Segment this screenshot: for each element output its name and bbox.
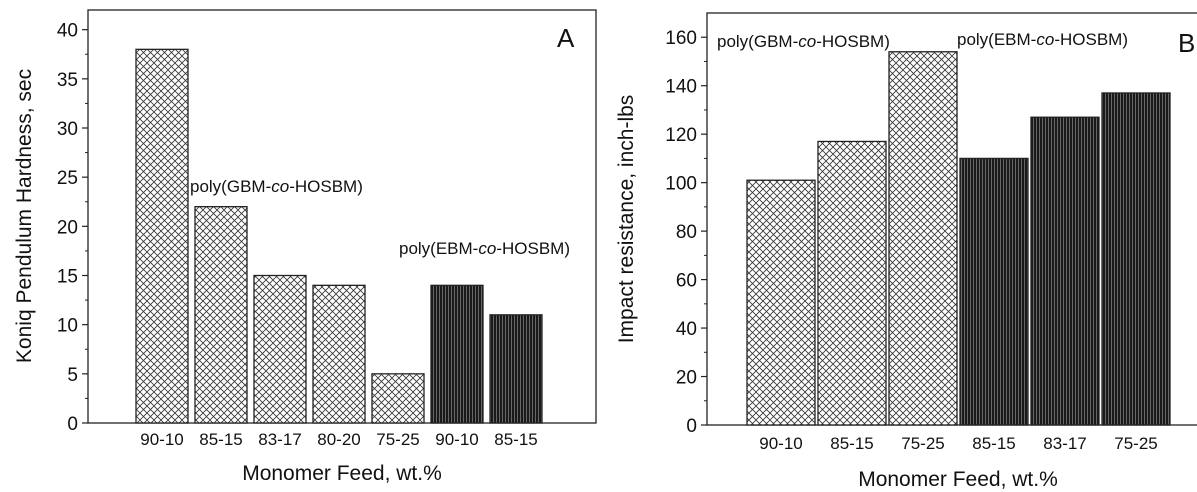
panel-b-x-tick-label: 75-25 — [901, 434, 944, 453]
panel-b-annotation-ebm: poly(EBM-co-HOSBM) — [957, 30, 1128, 49]
panel-b-y-axis: 0 20 40 60 80 100 120 140 160 — [665, 28, 707, 437]
panel-a-y-axis: 0 5 10 15 20 25 30 35 40 — [57, 21, 88, 435]
panel-b-x-tick-label: 75-25 — [1114, 434, 1157, 453]
panel-a-y-tick-label: 15 — [57, 267, 78, 288]
panel-a-bar-gbm — [194, 206, 248, 424]
panel-a-ylabel: Koniq Pendulum Hardness, sec — [13, 69, 36, 363]
panel-a-bars — [135, 48, 543, 424]
panel-b-y-tick-label: 40 — [676, 319, 697, 340]
panel-b-bar-ebm — [959, 157, 1029, 426]
panel-b-x-tick-label: 90-10 — [759, 434, 802, 453]
panel-a-y-tick-label: 35 — [57, 70, 78, 91]
panel-b-x-tick-label: 85-15 — [972, 434, 1015, 453]
panel-a-annotation-gbm: poly(GBM-co-HOSBM) — [190, 177, 363, 196]
panel-b-y-tick-label: 0 — [686, 416, 697, 437]
panel-b-bar-gbm — [746, 179, 816, 426]
panel-a-bar-gbm — [312, 284, 366, 424]
panel-a-y-tick-label: 5 — [67, 365, 78, 386]
panel-b-x-tick-label: 85-15 — [830, 434, 873, 453]
panel-b-xlabel: Monomer Feed, wt.% — [858, 468, 1058, 491]
panel-b-bars — [746, 51, 1171, 426]
panel-a-x-tick-label: 90-10 — [435, 430, 478, 449]
panel-a-bar-gbm — [371, 373, 425, 424]
panel-a-bar-gbm — [253, 274, 307, 424]
panel-b-x-axis: 90-10 85-15 75-25 85-15 83-17 75-25 — [759, 434, 1157, 453]
panel-a-x-tick-label: 83-17 — [258, 430, 301, 449]
panel-a-y-tick-label: 40 — [57, 21, 78, 42]
panel-a-x-tick-label: 85-15 — [494, 430, 537, 449]
panel-b-annotation-gbm: poly(GBM-co-HOSBM) — [717, 32, 890, 51]
panel-a-y-tick-label: 25 — [57, 168, 78, 189]
panel-b-y-tick-label: 140 — [665, 77, 697, 98]
panel-b-ylabel: Impact resistance, inch-lbs — [615, 95, 638, 344]
panel-a-x-tick-label: 90-10 — [140, 430, 183, 449]
panel-b-bar-ebm — [1101, 92, 1171, 426]
panel-b-y-tick-label: 100 — [665, 174, 697, 195]
panel-b-bar-gbm — [888, 51, 958, 426]
panel-a-letter: A — [557, 23, 575, 53]
panel-a-y-tick-label: 10 — [57, 316, 78, 337]
panel-b-y-tick-label: 160 — [665, 28, 697, 49]
panel-a: 0 5 10 15 20 25 30 35 40 90-10 85-15 83-17 80-20 75-… — [13, 9, 597, 485]
panel-b-letter: B — [1178, 28, 1195, 58]
panel-a-bar-gbm — [135, 48, 189, 424]
panel-b-y-tick-label: 60 — [676, 271, 697, 292]
panel-b-bar-gbm — [817, 140, 887, 426]
panel-b: 0 20 40 60 80 100 120 140 160 90-10 85-15 75-25 85-… — [615, 12, 1197, 491]
panel-a-x-tick-label: 80-20 — [317, 430, 360, 449]
panel-a-bar-ebm — [489, 314, 543, 424]
panel-b-y-tick-label: 120 — [665, 125, 697, 146]
panel-b-y-tick-label: 80 — [676, 222, 697, 243]
panel-a-y-tick-label: 20 — [57, 217, 78, 238]
panel-b-bar-ebm — [1030, 116, 1100, 426]
panel-a-bar-ebm — [430, 284, 484, 424]
panel-a-x-tick-label: 75-25 — [376, 430, 419, 449]
panel-a-y-tick-label: 30 — [57, 119, 78, 140]
panel-b-x-tick-label: 83-17 — [1043, 434, 1086, 453]
panel-a-x-axis: 90-10 85-15 83-17 80-20 75-25 90-10 85-15 — [140, 430, 537, 449]
panel-a-annotation-ebm: poly(EBM-co-HOSBM) — [399, 239, 570, 258]
panel-a-xlabel: Monomer Feed, wt.% — [242, 462, 442, 485]
panel-a-y-tick-label: 0 — [67, 414, 78, 435]
panel-a-x-tick-label: 85-15 — [199, 430, 242, 449]
panel-b-y-tick-label: 20 — [676, 368, 697, 389]
